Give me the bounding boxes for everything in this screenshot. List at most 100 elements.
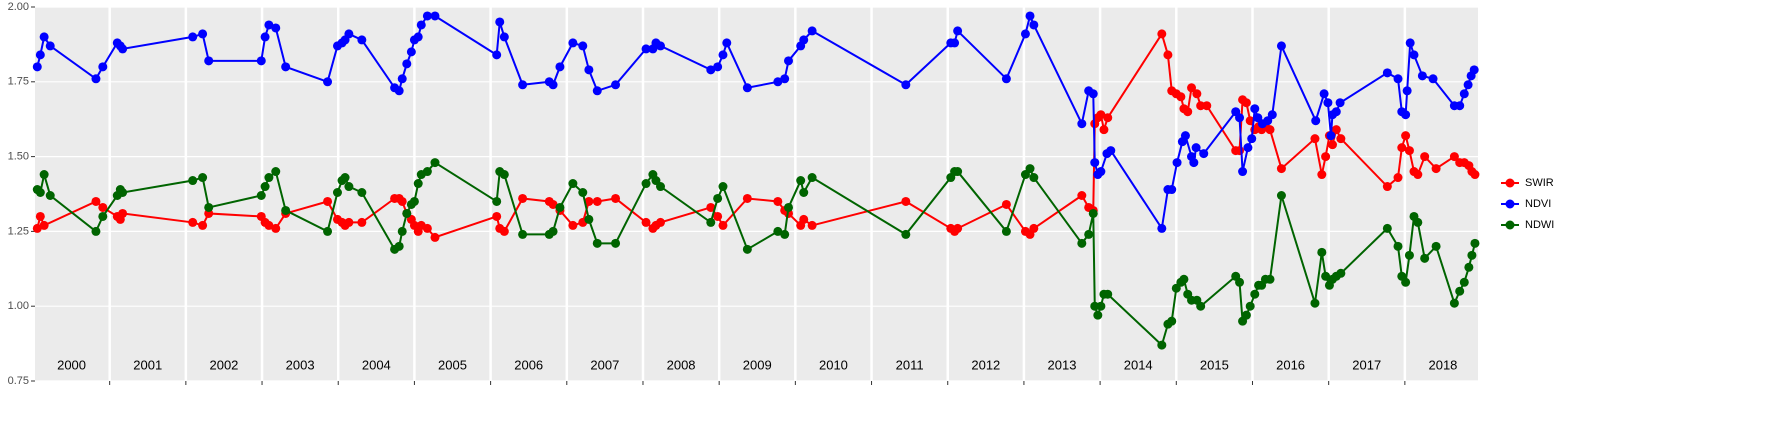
data-point <box>807 173 817 183</box>
data-point <box>718 220 728 230</box>
data-point <box>718 182 728 192</box>
year-label: 2012 <box>971 357 1000 372</box>
data-point <box>953 26 963 36</box>
data-point <box>742 83 752 93</box>
data-point <box>1077 119 1087 129</box>
data-point <box>1183 107 1193 117</box>
data-point <box>344 29 354 39</box>
data-point <box>1413 217 1423 227</box>
data-point <box>713 193 723 203</box>
data-point <box>198 173 208 183</box>
data-point <box>656 182 666 192</box>
data-point <box>1096 167 1106 177</box>
year-label: 2013 <box>1048 357 1077 372</box>
data-point <box>592 238 602 248</box>
data-point <box>548 199 558 209</box>
data-point <box>1470 170 1480 180</box>
data-point <box>1335 98 1345 108</box>
data-point <box>1404 250 1414 260</box>
data-point <box>357 217 367 227</box>
legend-label: SWIR <box>1525 177 1554 189</box>
legend-marker <box>1505 178 1515 188</box>
data-point <box>344 182 354 192</box>
year-label: 2002 <box>209 357 238 372</box>
data-point <box>1179 274 1189 284</box>
data-point <box>799 188 809 198</box>
data-point <box>332 188 342 198</box>
data-point <box>32 62 42 72</box>
data-point <box>1331 125 1341 135</box>
data-point <box>1001 74 1011 84</box>
data-point <box>1157 29 1167 39</box>
data-point <box>1431 241 1441 251</box>
data-point <box>357 188 367 198</box>
data-point <box>1397 143 1407 153</box>
data-point <box>1323 98 1333 108</box>
year-label: 2005 <box>438 357 467 372</box>
data-point <box>641 217 651 227</box>
data-point <box>1409 50 1419 60</box>
data-point <box>584 214 594 224</box>
data-point <box>422 11 432 21</box>
data-point <box>518 229 528 239</box>
year-label: 2000 <box>57 357 86 372</box>
data-point <box>1319 89 1329 99</box>
data-point <box>1449 298 1459 308</box>
y-tick-label: 2.00 <box>8 1 29 13</box>
data-point <box>409 196 419 206</box>
data-point <box>611 238 621 248</box>
data-point <box>1401 131 1411 141</box>
data-point <box>1084 229 1094 239</box>
data-point <box>1088 208 1098 218</box>
data-point <box>492 196 502 206</box>
data-point <box>1077 238 1087 248</box>
data-point <box>271 167 281 177</box>
data-point <box>35 211 45 221</box>
data-point <box>118 208 128 218</box>
data-point <box>499 170 509 180</box>
data-point <box>568 220 578 230</box>
data-point <box>1157 340 1167 350</box>
data-point <box>1393 241 1403 251</box>
data-point <box>98 211 108 221</box>
data-point <box>422 223 432 233</box>
data-point <box>1405 38 1415 48</box>
year-label: 2014 <box>1124 357 1153 372</box>
data-point <box>713 211 723 221</box>
data-point <box>1331 107 1341 117</box>
data-point <box>656 41 666 51</box>
data-point <box>1157 223 1167 233</box>
data-point <box>1455 286 1465 296</box>
data-point <box>1235 146 1245 156</box>
year-label: 2018 <box>1428 357 1457 372</box>
data-point <box>256 56 266 66</box>
data-point <box>713 62 723 72</box>
data-point <box>35 188 45 198</box>
data-point <box>1310 134 1320 144</box>
data-point <box>416 20 426 30</box>
data-point <box>402 59 412 69</box>
data-point <box>1196 301 1206 311</box>
legend-marker <box>1505 220 1515 230</box>
data-point <box>1001 199 1011 209</box>
data-point <box>1326 131 1336 141</box>
data-point <box>796 176 806 186</box>
data-point <box>773 77 783 87</box>
data-point <box>548 80 558 90</box>
data-point <box>357 35 367 45</box>
year-label: 2015 <box>1200 357 1229 372</box>
data-point <box>39 220 49 230</box>
data-point <box>1463 80 1473 90</box>
data-point <box>1455 101 1465 111</box>
data-point <box>271 223 281 233</box>
data-point <box>568 179 578 189</box>
data-point <box>641 179 651 189</box>
data-point <box>1191 143 1201 153</box>
data-point <box>1311 116 1321 126</box>
data-point <box>430 158 440 168</box>
data-point <box>706 202 716 212</box>
data-point <box>1382 223 1392 233</box>
data-point <box>807 26 817 36</box>
data-point <box>204 202 214 212</box>
data-point <box>1167 185 1177 195</box>
